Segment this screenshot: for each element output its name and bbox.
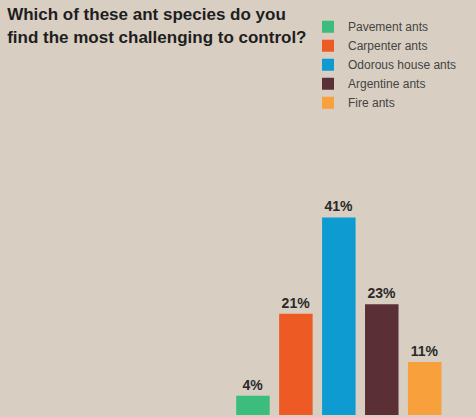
svg-text:21%: 21% — [282, 295, 311, 311]
svg-text:Argentine ants: Argentine ants — [348, 77, 425, 91]
svg-text:Fire ants: Fire ants — [348, 96, 395, 110]
svg-text:Pavement ants: Pavement ants — [348, 20, 428, 34]
svg-text:Which of these ant species do: Which of these ant species do youfind th… — [7, 5, 306, 46]
svg-text:41%: 41% — [325, 198, 354, 214]
svg-text:23%: 23% — [367, 285, 396, 301]
svg-text:Odorous house ants: Odorous house ants — [348, 58, 456, 72]
svg-text:4%: 4% — [243, 377, 264, 393]
svg-text:Carpenter ants: Carpenter ants — [348, 39, 427, 53]
svg-text:11%: 11% — [411, 343, 439, 359]
